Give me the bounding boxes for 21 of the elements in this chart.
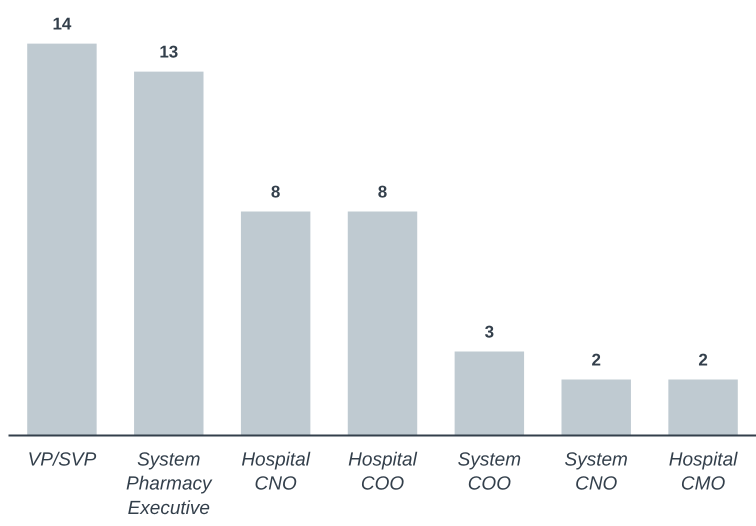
bar <box>668 380 738 436</box>
data-label: 2 <box>591 350 601 370</box>
x-tick-label: System Pharmacy Executive <box>126 450 214 519</box>
data-label: 14 <box>52 14 72 34</box>
x-tick-label: VP/SVP <box>28 450 97 470</box>
bar <box>348 212 418 436</box>
data-label: 2 <box>698 350 708 370</box>
bar <box>561 380 631 436</box>
x-tick-label: Hospital COO <box>348 450 418 495</box>
data-label: 13 <box>159 42 178 62</box>
x-tick-label: Hospital CMO <box>668 450 738 495</box>
x-tick-label: System COO <box>458 450 522 495</box>
bar <box>134 72 204 436</box>
bar <box>240 212 310 436</box>
bar <box>27 44 97 436</box>
data-label: 3 <box>484 322 494 342</box>
data-label: 8 <box>270 182 280 202</box>
x-tick-label: System CNO <box>564 450 628 495</box>
x-tick-label: Hospital CNO <box>241 450 311 495</box>
data-label: 8 <box>378 182 388 202</box>
bar <box>454 352 524 436</box>
